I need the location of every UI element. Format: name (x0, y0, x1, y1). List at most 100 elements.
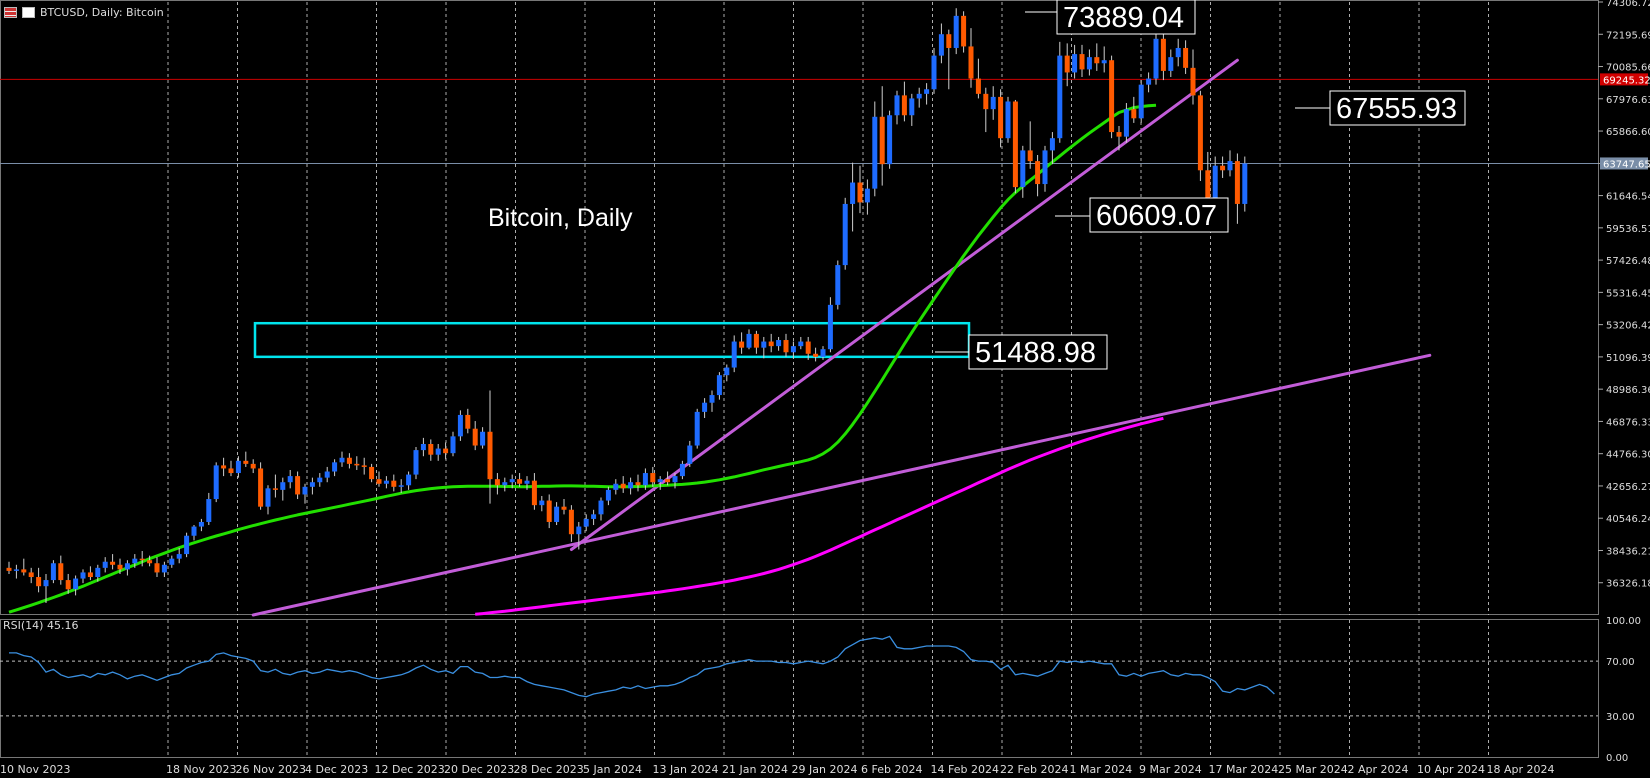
x-tick-label: 10 Nov 2023 (0, 763, 70, 776)
candle-body (398, 485, 404, 487)
candle-body (1035, 161, 1041, 185)
candle-body (768, 341, 774, 347)
rsi-pane-frame (0, 619, 1599, 758)
candle-body (887, 115, 893, 165)
candle-body (783, 340, 789, 353)
candle-body (724, 367, 730, 376)
candle-body (1116, 132, 1122, 137)
x-tick-label: 2 Apr 2024 (1348, 763, 1409, 776)
candle-body (546, 500, 552, 522)
candle-body (1101, 60, 1107, 64)
candle-body (827, 304, 833, 350)
candle-body (413, 450, 419, 475)
candle-body (243, 460, 249, 464)
candle-body (132, 558, 138, 564)
candle-body (420, 443, 426, 451)
candle-body (43, 580, 49, 587)
candle-body (628, 482, 634, 489)
candle-body (879, 116, 885, 165)
x-tick-label: 10 Apr 2024 (1417, 763, 1485, 776)
candle-body (1049, 138, 1055, 151)
candle-body (450, 436, 456, 454)
candle-body (1131, 109, 1137, 119)
candle-body (576, 526, 582, 535)
candle-body (813, 353, 819, 357)
candle-body (1079, 54, 1085, 70)
y-tick-label: 61646.54 (1606, 192, 1650, 203)
x-tick-label: 22 Feb 2024 (1000, 763, 1068, 776)
candle-body (376, 479, 382, 484)
candle-body (58, 563, 64, 581)
candle-body (716, 375, 722, 396)
candle-body (961, 15, 967, 47)
candle-body (872, 116, 878, 189)
x-tick-label: 5 Jan 2024 (583, 763, 642, 776)
candle-body (909, 98, 915, 116)
sma50-line (8, 103, 1157, 614)
candle-body (635, 482, 641, 486)
candle-body (457, 414, 463, 437)
candle-body (916, 93, 922, 99)
rsi-tick-label: 0.00 (1606, 753, 1628, 764)
callout-value: 60609.07 (1096, 200, 1217, 232)
candle-body (613, 483, 619, 490)
x-tick-label: 29 Jan 2024 (792, 763, 858, 776)
candle-body (531, 480, 537, 506)
x-tick-label: 21 Jan 2024 (722, 763, 788, 776)
x-tick-label: 14 Feb 2024 (931, 763, 999, 776)
current-price-label: 63747.65 (1603, 159, 1650, 170)
candle-body (1020, 150, 1026, 188)
candle-body (946, 34, 952, 48)
candle-body (406, 474, 412, 486)
candle-body (265, 488, 271, 507)
candle-body (191, 526, 197, 536)
candle-body (287, 476, 293, 483)
candle-body (235, 460, 241, 474)
candle-body (383, 480, 389, 484)
y-tick-label: 51096.39 (1606, 353, 1650, 364)
x-tick-label: 26 Nov 2023 (236, 763, 306, 776)
candle-body (87, 572, 93, 578)
x-tick-label: 13 Jan 2024 (653, 763, 719, 776)
candle-body (1138, 84, 1144, 119)
candle-body (1197, 95, 1203, 171)
candle-body (1168, 57, 1174, 71)
rsi-tick-label: 100.00 (1606, 616, 1641, 627)
rsi-tick-label: 30.00 (1606, 712, 1635, 723)
candle-body (258, 468, 264, 507)
candle-body (805, 341, 811, 354)
y-tick-label: 46876.33 (1606, 417, 1650, 428)
y-tick-label: 57426.48 (1606, 256, 1650, 267)
candle-body (924, 89, 930, 94)
candle-body (317, 477, 323, 483)
candle-body (842, 203, 848, 266)
candle-body (642, 473, 648, 486)
y-tick-label: 53206.42 (1606, 321, 1650, 332)
y-tick-label: 70085.66 (1606, 63, 1650, 74)
candle-body (80, 572, 86, 579)
candle-body (139, 558, 145, 561)
candle-body (102, 561, 108, 568)
candle-body (650, 473, 656, 483)
candle-body (428, 443, 434, 455)
candle-body (28, 572, 34, 578)
sma200-line (475, 416, 1164, 616)
candle-body (50, 563, 56, 581)
candle-body (6, 567, 12, 571)
candle-body (620, 483, 626, 489)
resistance-price-label: 69245.32 (1603, 75, 1650, 86)
candle-body (465, 414, 471, 429)
chart-header: BTCUSD, Daily: Bitcoin (4, 6, 164, 19)
long-trendline (251, 353, 1432, 617)
candle-body (1109, 60, 1115, 133)
candle-body (339, 457, 345, 463)
candle-body (672, 476, 678, 483)
candle-body (554, 506, 560, 522)
y-tick-label: 74306.72 (1606, 0, 1650, 9)
candle-body (1205, 170, 1211, 200)
candle-body (731, 341, 737, 368)
candle-body (110, 561, 116, 565)
candle-body (598, 500, 604, 515)
y-tick-label: 72195.69 (1606, 30, 1650, 41)
